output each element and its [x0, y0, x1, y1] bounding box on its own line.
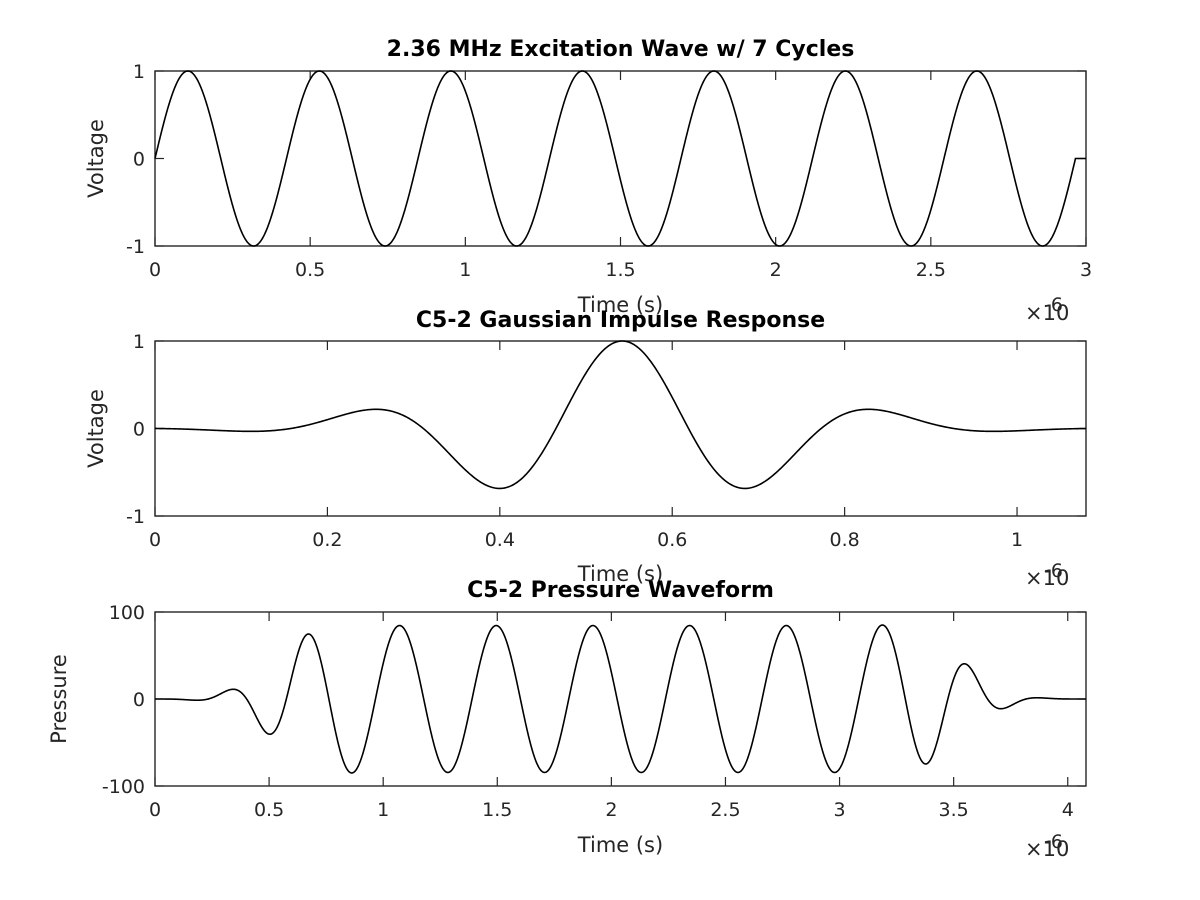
x-tick-label: 1	[1011, 529, 1023, 551]
y-ticks: -100 0 100	[102, 602, 1086, 798]
chart-title: 2.36 MHz Excitation Wave w/ 7 Cycles	[387, 37, 855, 62]
x-tick-label: 0	[149, 259, 161, 281]
x-tick-label: 0.5	[295, 259, 325, 281]
x-ticks: 0 0.5 1 1.5 2 2.5 3	[149, 71, 1092, 281]
x-tick-label: 0.2	[312, 529, 342, 551]
x-tick-label: 0.8	[830, 529, 860, 551]
x-axis-label: Time (s)	[577, 293, 663, 317]
x-exponent-base: ×10	[1025, 837, 1069, 861]
x-tick-label: 1.5	[482, 799, 512, 821]
pressure-series-line	[155, 624, 1086, 774]
y-tick-label: 0	[133, 689, 145, 711]
x-exponent-label: ×10 -6	[1025, 294, 1069, 325]
excitation-series-line	[154, 70, 1086, 247]
axes-frame	[154, 70, 1087, 247]
x-tick-label: 2	[770, 259, 782, 281]
chart-title: C5-2 Gaussian Impulse Response	[416, 308, 825, 333]
y-axis-label: Voltage	[84, 389, 108, 468]
x-tick-label: 2.5	[710, 799, 740, 821]
x-exponent-base: ×10	[1025, 566, 1069, 590]
y-tick-label: -1	[126, 236, 145, 258]
x-tick-label: 3.5	[939, 799, 969, 821]
x-tick-label: 3	[834, 799, 846, 821]
x-tick-label: 0	[149, 529, 161, 551]
chart-title: C5-2 Pressure Waveform	[467, 578, 774, 603]
x-exponent-base: ×10	[1025, 301, 1069, 325]
x-tick-label: 1	[377, 799, 389, 821]
x-tick-label: 2	[605, 799, 617, 821]
y-tick-label: 1	[133, 61, 145, 83]
y-tick-label: 1	[133, 331, 145, 353]
x-exponent-label: ×10 -6	[1025, 560, 1069, 590]
x-axis-label: Time (s)	[577, 833, 663, 857]
y-tick-label: 0	[133, 419, 145, 441]
x-tick-label: 0.5	[254, 799, 284, 821]
x-axis-label: Time (s)	[577, 562, 663, 586]
x-tick-label: 4	[1062, 799, 1074, 821]
x-tick-label: 1.5	[605, 259, 635, 281]
x-tick-label: 0.6	[657, 529, 687, 551]
x-exponent-power: -6	[1044, 294, 1063, 316]
y-tick-label: -100	[102, 776, 145, 798]
y-tick-label: 100	[109, 602, 145, 624]
x-ticks: 0 0.2 0.4 0.6 0.8 1	[149, 341, 1023, 551]
x-tick-label: 1	[459, 259, 471, 281]
axes-frame	[154, 611, 1087, 787]
x-tick-label: 2.5	[916, 259, 946, 281]
x-exponent-power: -6	[1044, 831, 1063, 853]
x-tick-label: 3	[1080, 259, 1092, 281]
subplot-impulse-response: 0 0.2 0.4 0.6 0.8 1 -101 C5-2 Gaussian Impuls…	[84, 308, 1087, 590]
y-tick-label: -1	[126, 506, 145, 528]
x-tick-label: 0.4	[485, 529, 515, 551]
x-exponent-label: ×10 -6	[1025, 831, 1069, 861]
y-axis-label: Voltage	[84, 119, 108, 198]
x-tick-label: 0	[149, 799, 161, 821]
x-exponent-power: -6	[1044, 560, 1063, 582]
y-axis-label: Pressure	[47, 654, 71, 744]
impulse-series-line	[154, 340, 1087, 490]
y-tick-label: 0	[133, 149, 145, 171]
subplot-excitation-wave: 0 0.5 1 1.5 2 2.5 3 -101 2.36 MHz Excitation W…	[84, 37, 1092, 325]
x-ticks: 0 0.5 1 1.5 2 2.5 3 3.5 4	[149, 612, 1074, 821]
